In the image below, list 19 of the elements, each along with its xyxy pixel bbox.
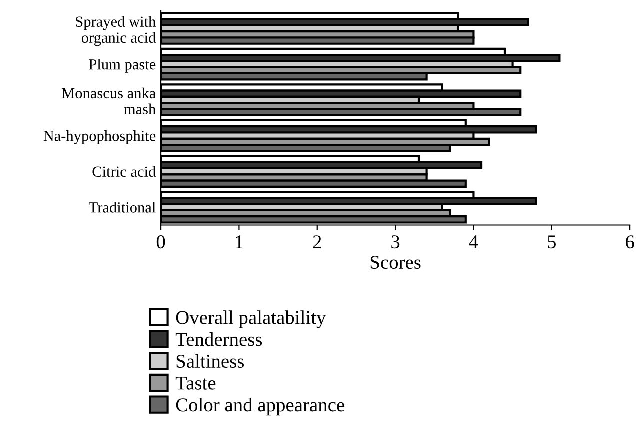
- x-tick-label: 6: [626, 236, 634, 249]
- y-tick-label: Sprayed with organic acid: [76, 16, 156, 46]
- x-tick-label: 3: [392, 236, 400, 249]
- x-tick-label: 5: [548, 236, 556, 249]
- x-tick-label: 2: [313, 236, 322, 248]
- y-tick-label: Citric acid: [92, 166, 156, 178]
- legend-label: Overall palatability: [176, 310, 326, 328]
- legend-label: Tenderness: [176, 332, 262, 346]
- x-tick-label: 1: [236, 236, 243, 248]
- legend-label: Saltiness: [176, 354, 244, 368]
- legend-label: Color and appearance: [176, 398, 344, 416]
- x-tick-label: 0: [156, 236, 166, 249]
- x-tick-label: 4: [469, 236, 478, 248]
- legend-label: Taste: [176, 376, 216, 390]
- y-tick-label: Plum paste: [89, 58, 156, 73]
- y-tick-label: Traditional: [89, 202, 156, 213]
- y-tick-label: Monascus anka mash: [62, 88, 156, 115]
- y-tick-label: Na-hypophosphite: [44, 130, 156, 144]
- x-axis-title: Scores: [370, 256, 421, 270]
